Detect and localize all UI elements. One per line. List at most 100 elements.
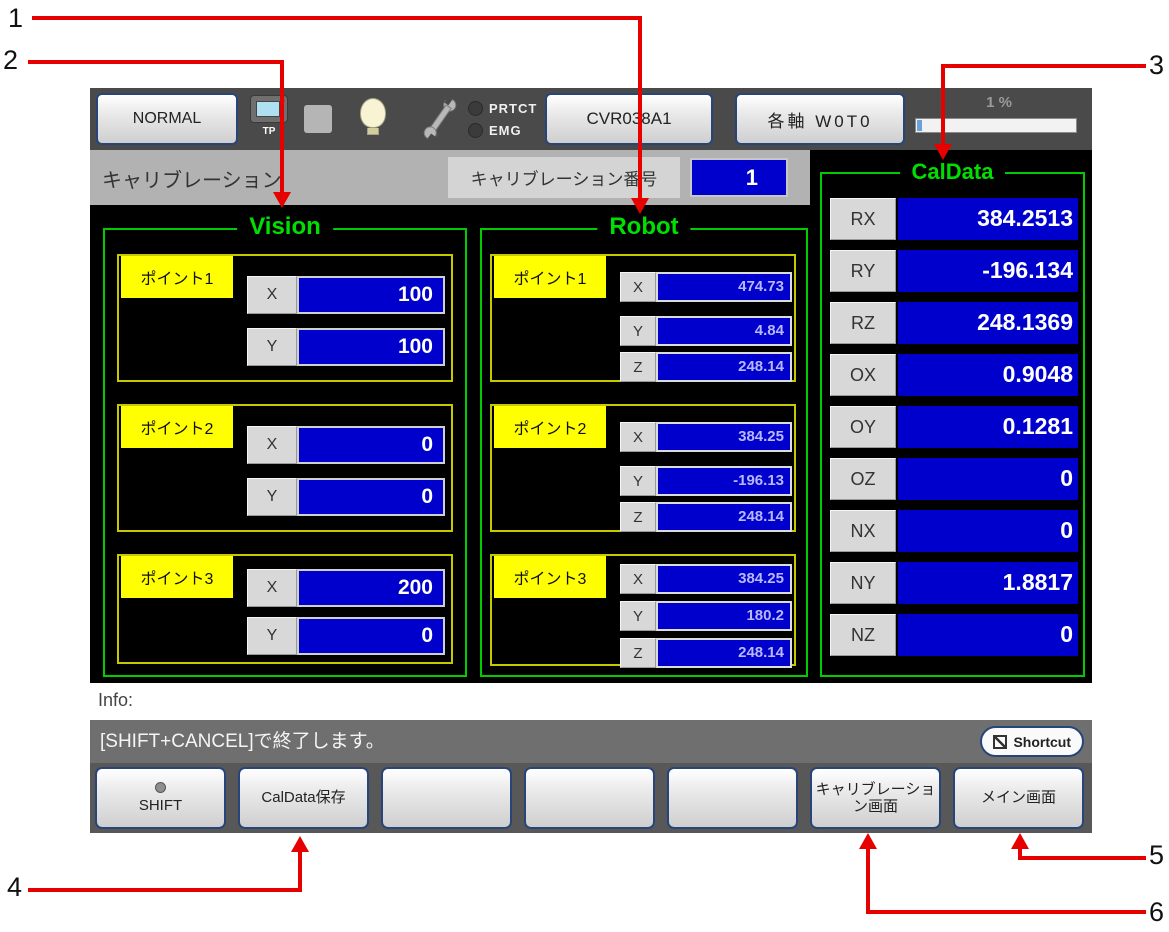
robot-point3-z-row: Z 248.14 <box>620 638 792 668</box>
mode-button[interactable]: NORMAL <box>96 93 238 145</box>
robot-point3-x-row: X 384.25 <box>620 564 792 594</box>
vision-point3-y-field[interactable]: 0 <box>297 617 445 655</box>
emg-indicator: EMG <box>468 119 537 141</box>
ry-value: -196.134 <box>898 250 1078 292</box>
vision-title: Vision <box>237 213 333 241</box>
x-axis-label: X <box>247 426 297 464</box>
y-axis-label: Y <box>620 316 656 346</box>
vision-point2-y-row: Y 0 <box>247 478 445 516</box>
robot-point2-x-field: 384.25 <box>656 422 792 452</box>
z-axis-label: Z <box>620 638 656 668</box>
fn-button-caldata-save-label: CalData保存 <box>261 789 346 807</box>
robot-point3-y-row: Y 180.2 <box>620 601 792 631</box>
robot-point1-x-field: 474.73 <box>656 272 792 302</box>
caldata-row-oz: OZ 0 <box>830 458 1078 500</box>
fn-button-empty-3[interactable] <box>667 767 798 829</box>
x-axis-label: X <box>620 564 656 594</box>
rz-value: 248.1369 <box>898 302 1078 344</box>
rx-label: RX <box>830 198 896 240</box>
robot-point3-label: ポイント3 <box>494 556 606 598</box>
z-axis-label: Z <box>620 352 656 382</box>
ny-label: NY <box>830 562 896 604</box>
y-axis-label: Y <box>247 328 297 366</box>
fn-button-shift[interactable]: SHIFT <box>95 767 226 829</box>
fn-button-calibration-screen-label: キャリブレーション画面 <box>815 780 936 815</box>
shortcut-label: Shortcut <box>1013 733 1071 750</box>
vision-point2-group: ポイント2 X 0 Y 0 <box>117 404 453 532</box>
fn-button-calibration-screen[interactable]: キャリブレーション画面 <box>810 767 941 829</box>
callout-2-arrowhead <box>273 192 291 208</box>
vision-point2-label: ポイント2 <box>121 406 233 448</box>
oy-value: 0.1281 <box>898 406 1078 448</box>
vision-point2-y-field[interactable]: 0 <box>297 478 445 516</box>
callout-6-arrowhead <box>859 833 877 849</box>
axis-mode-button[interactable]: 各軸 W0T0 <box>735 93 905 145</box>
callout-1-line-v <box>638 16 642 198</box>
lamp-base <box>367 128 379 135</box>
y-axis-label: Y <box>247 617 297 655</box>
vision-point2-x-field[interactable]: 0 <box>297 426 445 464</box>
callout-1-line-h <box>32 16 642 20</box>
y-axis-label: Y <box>247 478 297 516</box>
caldata-title: CalData <box>899 159 1006 185</box>
caldata-row-rz: RZ 248.1369 <box>830 302 1078 344</box>
vision-point3-x-row: X 200 <box>247 569 445 607</box>
fn-button-empty-2[interactable] <box>524 767 655 829</box>
vision-point1-x-field[interactable]: 100 <box>297 276 445 314</box>
robot-point3-group: ポイント3 X 384.25 Y 180.2 Z 248.14 <box>490 554 796 668</box>
info-row: Info: <box>90 683 1092 720</box>
robot-point2-x-row: X 384.25 <box>620 422 792 452</box>
speed-progress-label: 1 % <box>986 94 1012 111</box>
caldata-row-ny: NY 1.8817 <box>830 562 1078 604</box>
robot-point2-y-row: Y -196.13 <box>620 466 792 496</box>
callout-number-5: 5 <box>1149 840 1165 870</box>
oz-label: OZ <box>830 458 896 500</box>
vision-point1-y-field[interactable]: 100 <box>297 328 445 366</box>
robot-point1-x-row: X 474.73 <box>620 272 792 302</box>
callout-4-line-v <box>298 850 302 892</box>
teach-pendant-screen <box>256 101 280 117</box>
vision-group-box: Vision ポイント1 X 100 Y 100 ポイント2 X 0 <box>103 213 467 677</box>
program-button[interactable]: CVR038A1 <box>545 93 713 145</box>
callout-5-arrowhead <box>1011 833 1029 849</box>
vision-point1-y-row: Y 100 <box>247 328 445 366</box>
caldata-row-nx: NX 0 <box>830 510 1078 552</box>
header-bar: NORMAL TP <box>90 88 1092 150</box>
vision-point3-label: ポイント3 <box>121 556 233 598</box>
tp-label: TP <box>262 126 276 137</box>
caldata-row-oy: OY 0.1281 <box>830 406 1078 448</box>
oy-label: OY <box>830 406 896 448</box>
vision-point3-x-field[interactable]: 200 <box>297 569 445 607</box>
ox-value: 0.9048 <box>898 354 1078 396</box>
calibration-number-field[interactable]: 1 <box>690 158 788 197</box>
callout-6-line-h <box>866 910 1146 914</box>
robot-title: Robot <box>597 213 691 241</box>
info-label: Info: <box>98 690 134 710</box>
nx-value: 0 <box>898 510 1078 552</box>
prtct-led-icon <box>468 100 483 116</box>
vision-point1-x-row: X 100 <box>247 276 445 314</box>
caldata-row-nz: NZ 0 <box>830 614 1078 656</box>
vision-point2-x-row: X 0 <box>247 426 445 464</box>
caldata-row-ry: RY -196.134 <box>830 250 1078 292</box>
fn-button-main-screen[interactable]: メイン画面 <box>953 767 1084 829</box>
nx-label: NX <box>830 510 896 552</box>
emg-label: EMG <box>489 122 522 138</box>
y-axis-label: Y <box>620 601 656 631</box>
lamp-glass <box>360 98 386 128</box>
speed-progress-fill <box>917 120 922 131</box>
fn-button-shift-label: SHIFT <box>138 796 183 814</box>
x-axis-label: X <box>247 276 297 314</box>
robot-point1-group: ポイント1 X 474.73 Y 4.84 Z 248.14 <box>490 254 796 382</box>
shift-led-icon <box>155 781 166 793</box>
robot-point3-x-field: 384.25 <box>656 564 792 594</box>
callout-1-arrowhead <box>631 198 649 214</box>
robot-group-box: Robot ポイント1 X 474.73 Y 4.84 Z 248.14 ポイン… <box>480 213 808 677</box>
callout-3-arrowhead <box>934 144 952 160</box>
callout-3-line-v <box>941 64 945 144</box>
shortcut-button[interactable]: Shortcut <box>980 726 1084 757</box>
fn-button-empty-1[interactable] <box>381 767 512 829</box>
robot-point1-y-field: 4.84 <box>656 316 792 346</box>
fn-button-caldata-save[interactable]: CalData保存 <box>238 767 369 829</box>
